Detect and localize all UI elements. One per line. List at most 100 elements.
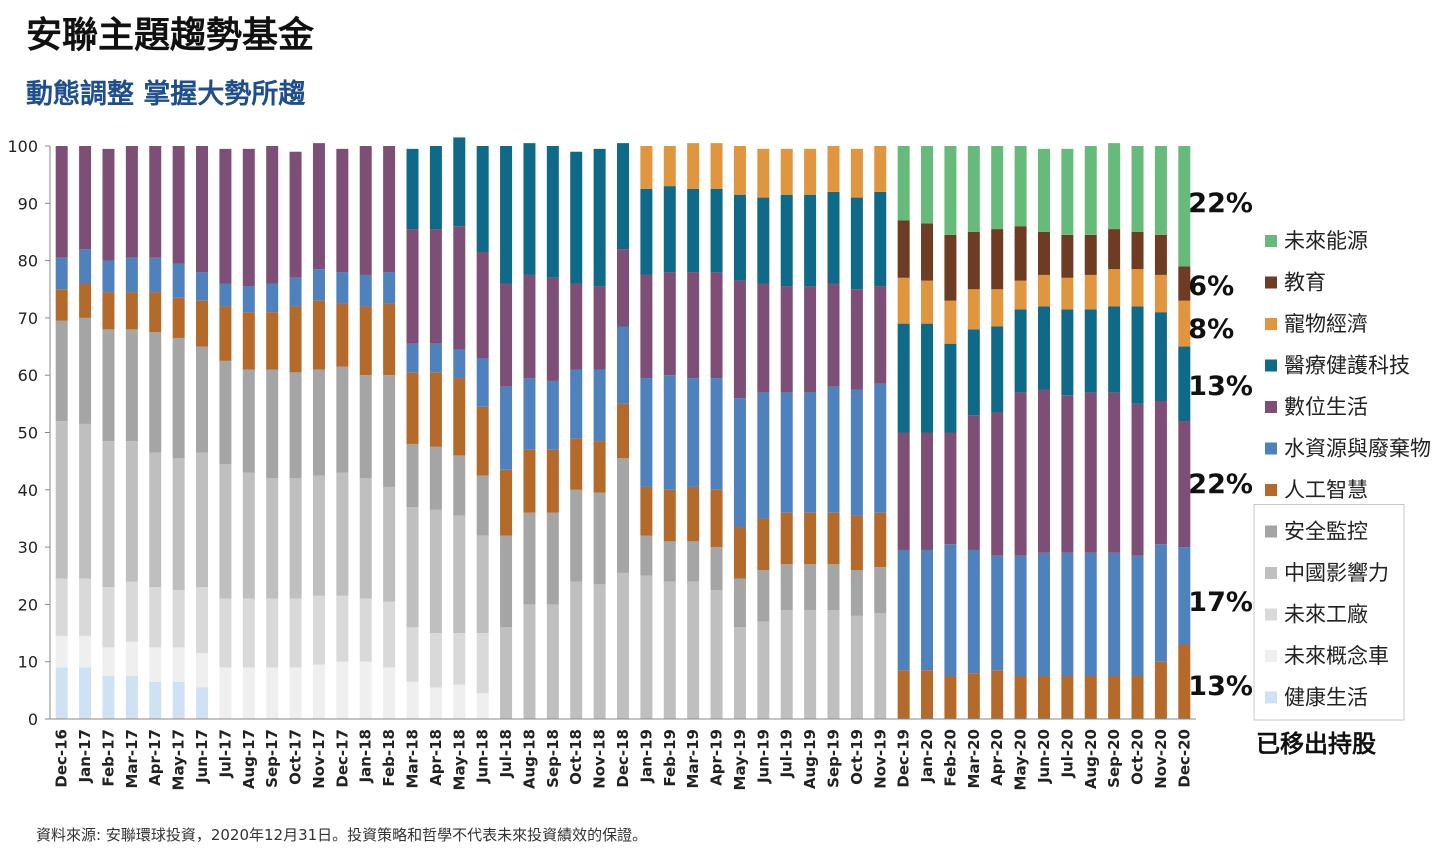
bar-segment bbox=[1014, 392, 1027, 556]
y-tick-label: 50 bbox=[18, 424, 38, 443]
y-tick-label: 70 bbox=[18, 309, 38, 328]
bar-segment bbox=[663, 581, 676, 719]
legend-swatch bbox=[1265, 235, 1277, 247]
bar-segment bbox=[687, 188, 700, 273]
bar-segment bbox=[289, 372, 302, 479]
bar-segment bbox=[125, 641, 138, 677]
x-tick-label: Jul-17 bbox=[216, 729, 234, 779]
bar-segment bbox=[967, 549, 980, 674]
bar-segment bbox=[967, 146, 980, 232]
bar-segment bbox=[219, 464, 232, 599]
removed-holdings-label: 已移出持股 bbox=[1256, 730, 1376, 758]
bar-segment bbox=[289, 667, 302, 719]
bar-segment bbox=[1014, 226, 1027, 281]
bar-segment bbox=[546, 604, 559, 719]
bar-segment bbox=[944, 234, 957, 301]
bar-segment bbox=[921, 280, 934, 324]
bar-segment bbox=[897, 277, 910, 324]
bar-segment bbox=[967, 329, 980, 416]
x-tick-label: Nov-20 bbox=[1152, 729, 1170, 789]
bar-segment bbox=[102, 292, 115, 330]
legend-label: 未來能源 bbox=[1284, 229, 1368, 253]
bar-segment bbox=[102, 441, 115, 588]
bar-segment bbox=[944, 343, 957, 433]
x-tick-label: Mar-20 bbox=[965, 729, 983, 789]
bar-segment bbox=[780, 564, 793, 611]
bar-segment bbox=[897, 323, 910, 433]
bar-segment bbox=[289, 478, 302, 599]
bar-segment bbox=[476, 535, 489, 634]
y-tick-label: 80 bbox=[18, 252, 38, 271]
legend-label: 水資源與廢棄物 bbox=[1284, 437, 1431, 461]
percentage-labels: 22% 6% 8% 13% 22% 17% 13% bbox=[1188, 188, 1253, 702]
bar-segment bbox=[827, 512, 840, 565]
x-tick-label: Jul-18 bbox=[497, 729, 515, 779]
bar-segment bbox=[219, 598, 232, 668]
x-tick-label: Dec-19 bbox=[895, 729, 913, 788]
bar-segment bbox=[406, 372, 419, 444]
bar-segment bbox=[149, 587, 162, 648]
bar-segment bbox=[663, 375, 676, 490]
bar-segment bbox=[991, 555, 1004, 671]
bar-segment bbox=[710, 143, 723, 189]
bar-segment bbox=[1154, 400, 1167, 545]
bar-segment bbox=[149, 452, 162, 588]
bar-segment bbox=[733, 627, 746, 719]
bar-segment bbox=[710, 547, 723, 591]
bar-segment bbox=[476, 406, 489, 476]
percentage-label: 13% bbox=[1188, 671, 1253, 702]
percentage-label: 8% bbox=[1188, 314, 1234, 345]
bar-segment bbox=[1131, 269, 1144, 307]
bar-segment bbox=[663, 272, 676, 376]
bar-segment bbox=[359, 661, 372, 719]
bar-segment bbox=[593, 441, 606, 493]
legend-label: 未來概念車 bbox=[1284, 644, 1389, 668]
legend-label: 醫療健護科技 bbox=[1284, 354, 1410, 378]
bar-segment bbox=[850, 197, 863, 290]
bar-segment bbox=[944, 676, 957, 719]
x-tick-label: May-18 bbox=[450, 729, 468, 790]
x-tick-label: Dec-16 bbox=[53, 729, 71, 788]
bar-segment bbox=[640, 378, 653, 487]
y-tick-label: 40 bbox=[18, 481, 38, 500]
bar-segment bbox=[266, 478, 279, 599]
bar-segment bbox=[172, 458, 185, 591]
legend-swatch bbox=[1265, 359, 1277, 372]
bar-segment bbox=[663, 489, 676, 542]
bar-segment bbox=[733, 146, 746, 195]
bar-segment bbox=[804, 392, 817, 513]
bar-segment bbox=[336, 272, 349, 304]
bar-segment bbox=[359, 274, 372, 307]
bar-segment bbox=[312, 143, 325, 270]
bar-segment bbox=[242, 472, 255, 599]
bar-segment bbox=[359, 478, 372, 599]
bar-segment bbox=[897, 146, 910, 221]
legend-swatch bbox=[1265, 318, 1277, 330]
bar-segment bbox=[967, 231, 980, 290]
bar-segment bbox=[1084, 274, 1097, 310]
x-tick-label: Jun-20 bbox=[1035, 729, 1053, 784]
bar-segment bbox=[733, 527, 746, 579]
bar-segment bbox=[921, 432, 934, 550]
bar-segment bbox=[921, 323, 934, 433]
page-subtitle: 動態調整 掌握大勢所趨 bbox=[26, 79, 306, 110]
bar-segment bbox=[1178, 300, 1191, 347]
x-tick-label: Apr-17 bbox=[146, 729, 164, 786]
bar-segment bbox=[196, 272, 209, 301]
bar-segment bbox=[336, 472, 349, 596]
bar-segment bbox=[196, 452, 209, 588]
bar-segment bbox=[79, 146, 92, 250]
bar-segment bbox=[687, 581, 700, 719]
bar-segment bbox=[1154, 274, 1167, 313]
bar-segment bbox=[710, 590, 723, 719]
bar-segment bbox=[500, 146, 513, 284]
bar-segment bbox=[546, 277, 559, 381]
bar-segment bbox=[336, 595, 349, 662]
bar-segment bbox=[429, 146, 442, 230]
bar-segment bbox=[125, 146, 138, 258]
bar-segment bbox=[991, 289, 1004, 327]
bar-segment bbox=[242, 312, 255, 370]
bar-segment bbox=[570, 489, 583, 582]
bar-segment bbox=[429, 372, 442, 447]
